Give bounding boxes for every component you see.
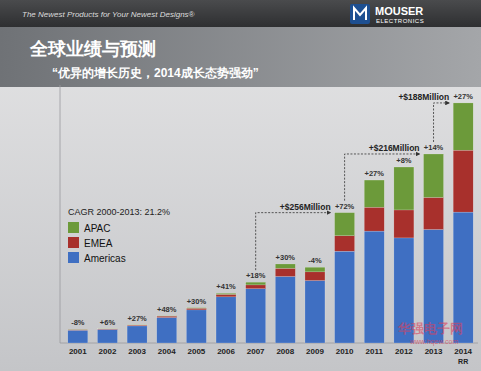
bar-segment: [275, 264, 295, 268]
bar-segment: [216, 293, 236, 294]
growth-label: +27%: [453, 92, 473, 101]
legend-label: APAC: [84, 223, 111, 234]
bar-segment: [157, 315, 177, 316]
bar-segment: [364, 180, 384, 207]
legend-swatch: [68, 252, 79, 263]
x-tick-label: 2010: [336, 347, 354, 356]
bar-segment: [335, 236, 355, 251]
cagr-label: CAGR 2000-2013: 21.2%: [68, 207, 170, 217]
x-tick-label: 2009: [306, 347, 324, 356]
x-tick-label: 2014: [454, 347, 472, 356]
chart-root: The Newest Products for Your Newest Desi…: [0, 0, 481, 371]
bar-segment: [364, 231, 384, 343]
bar-segment: [453, 150, 473, 212]
growth-label: +72%: [335, 202, 355, 211]
growth-label: +6%: [100, 318, 116, 327]
bar-segment: [424, 197, 444, 229]
bar-segment: [127, 326, 147, 343]
bracket-label: +$188Million: [398, 92, 449, 102]
background: [0, 0, 481, 371]
bar-segment: [216, 294, 236, 296]
growth-label: +27%: [127, 314, 147, 323]
bar-segment: [453, 103, 473, 150]
title: 全球业绩与预测: [29, 39, 156, 59]
x-tick-label: 2007: [247, 347, 265, 356]
bar-segment: [186, 308, 206, 310]
growth-bracket: [256, 213, 331, 271]
bar-segment: [127, 325, 147, 327]
x-tick-label: 2013: [425, 347, 443, 356]
brand: MOUSER: [375, 5, 423, 17]
bar-segment: [275, 268, 295, 276]
bars: [68, 103, 473, 343]
bar-segment: [97, 328, 117, 329]
growth-label: +41%: [216, 282, 236, 291]
bar-segment: [364, 207, 384, 231]
growth-bracket: [434, 103, 450, 142]
growth-label: +48%: [157, 305, 177, 314]
header-bar: [0, 0, 481, 27]
bar-segment: [305, 281, 325, 343]
y-axis: [60, 85, 61, 343]
x-tick-label: 2006: [217, 347, 235, 356]
legend-label: EMEA: [84, 238, 113, 249]
growth-label: -8%: [71, 318, 85, 327]
bar-segment: [335, 213, 355, 236]
growth-label: +14%: [424, 143, 444, 152]
bar-segment: [157, 317, 177, 343]
bar-segment: [305, 272, 325, 281]
legend-label: Americas: [84, 253, 126, 264]
legend: APAC EMEA Americas: [68, 222, 126, 264]
bar-segment: [68, 329, 88, 331]
title-band: [0, 27, 481, 87]
bar-segment: [305, 267, 325, 272]
brand-sub: ELECTRONICS: [376, 18, 424, 24]
growth-bracket: [345, 154, 420, 201]
bar-segment: [157, 316, 177, 317]
growth-label: +8%: [396, 156, 412, 165]
bar-segment: [275, 276, 295, 343]
page: {"header": {"slogan": "The Newest Produc…: [0, 0, 481, 371]
subtitle: “优异的增长历史，2014成长态势强劲”: [52, 66, 259, 80]
bar-segment: [186, 307, 206, 309]
x-tick-label: 2001: [69, 347, 87, 356]
bar-segment: [127, 324, 147, 325]
legend-swatch: [68, 237, 79, 248]
bar-segment: [394, 167, 414, 210]
bar-segment: [246, 285, 266, 289]
logo-glyph: [354, 8, 366, 20]
bar-segment: [216, 297, 236, 343]
growth-label: +30%: [187, 297, 207, 306]
x-tick-label: 2008: [276, 347, 294, 356]
bar-segment: [246, 282, 266, 285]
x-tick-label: 2012: [395, 347, 413, 356]
x-tick-label: 2002: [99, 347, 117, 356]
growth-label: +18%: [246, 271, 266, 280]
watermark-url: www.hqew.com: [409, 338, 458, 346]
growth-label: +27%: [365, 169, 385, 178]
logo-icon: [350, 4, 370, 24]
slogan: The Newest Products for Your Newest Desi…: [22, 10, 195, 19]
bar-segment: [394, 210, 414, 238]
bar-segment: [424, 154, 444, 197]
legend-swatch: [68, 222, 79, 233]
x-tick-label: 2011: [366, 347, 384, 356]
growth-label: +30%: [276, 253, 296, 262]
bar-segment: [68, 330, 88, 343]
category-note: RR: [458, 358, 468, 365]
x-tick-label: 2004: [158, 347, 176, 356]
bracket-label: +$256Million: [280, 202, 331, 212]
bar-segment: [68, 329, 88, 330]
bracket-label: +$216Million: [369, 143, 420, 153]
bar-segment: [246, 289, 266, 343]
x-tick-label: 2005: [187, 347, 205, 356]
watermark: 华强电子网: [397, 321, 463, 336]
x-tick-label: 2003: [128, 347, 146, 356]
bar-segment: [97, 329, 117, 343]
bar-segment: [97, 328, 117, 330]
bar-segment: [186, 310, 206, 343]
growth-label: -4%: [308, 256, 322, 265]
bar-segment: [335, 251, 355, 343]
